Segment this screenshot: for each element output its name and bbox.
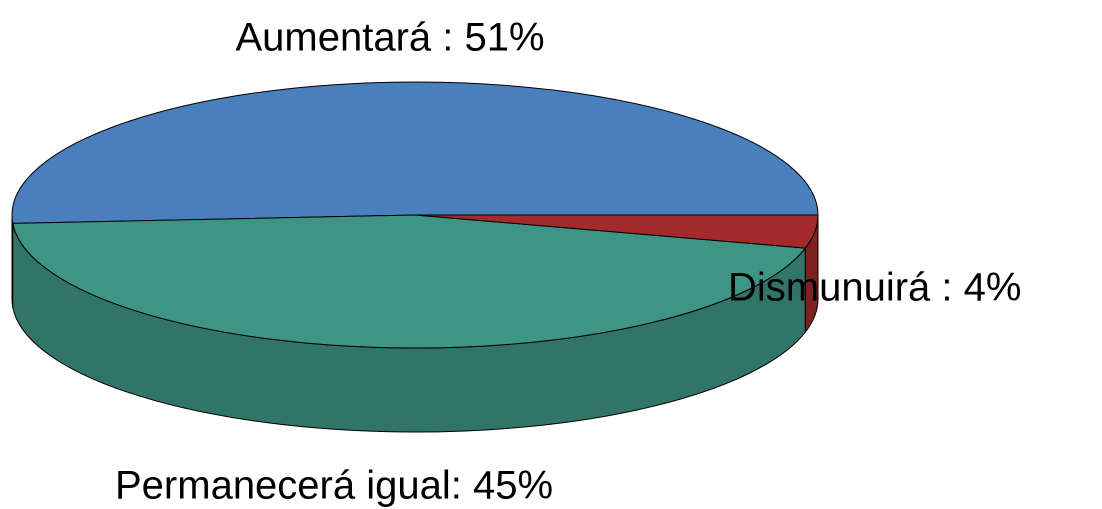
slice-label: Permanecerá igual: 45% bbox=[115, 464, 553, 508]
pie-slice bbox=[12, 214, 806, 349]
slice-label: Aumentará : 51% bbox=[235, 16, 544, 60]
pie-slice bbox=[11, 81, 819, 224]
slice-label: Dismunuirá : 4% bbox=[728, 266, 1021, 310]
pie-slice bbox=[414, 214, 819, 249]
